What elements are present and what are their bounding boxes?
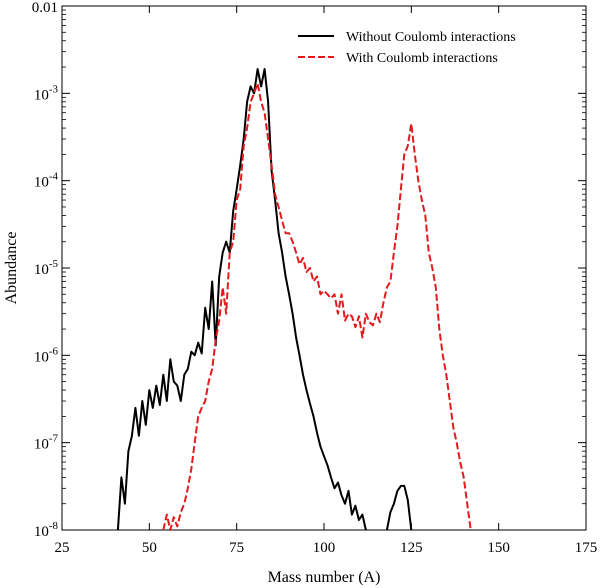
- y-axis-title: Abundance: [3, 232, 20, 305]
- y-tick-label: 0.01: [32, 0, 58, 16]
- y-axis-ticks: 10-8 10-7 10-6 10-5 10-4 10-3 0.01: [32, 0, 586, 540]
- y-tick-label: 10-3: [34, 83, 59, 103]
- x-axis-ticks: 25 50 75 100 125 150 175: [55, 6, 598, 556]
- legend-label: With Coulomb interactions: [346, 51, 498, 66]
- y-tick-label: 10-8: [34, 520, 59, 540]
- y-tick-label: 10-6: [34, 345, 59, 365]
- y-tick-label: 10-5: [34, 258, 59, 278]
- y-tick-label: 10-7: [34, 433, 59, 453]
- series-line-without-coulomb-0: [116, 68, 367, 531]
- legend: Without Coulomb interactions With Coulomb…: [298, 30, 516, 66]
- y-tick-label: 10-4: [34, 171, 59, 191]
- series-line-with-coulomb-2: [162, 82, 472, 531]
- x-tick-label: 25: [55, 540, 70, 556]
- series-line-without-coulomb-1: [385, 484, 413, 531]
- x-tick-label: 100: [313, 540, 336, 556]
- legend-label: Without Coulomb interactions: [346, 30, 516, 45]
- x-tick-label: 125: [400, 540, 423, 556]
- x-tick-label: 50: [142, 540, 157, 556]
- plot-frame: [61, 5, 587, 531]
- data-series: [116, 68, 472, 531]
- x-axis-title: Mass number (A): [268, 569, 381, 586]
- x-tick-label: 150: [487, 540, 510, 556]
- x-tick-label: 175: [575, 540, 598, 556]
- x-tick-label: 75: [229, 540, 244, 556]
